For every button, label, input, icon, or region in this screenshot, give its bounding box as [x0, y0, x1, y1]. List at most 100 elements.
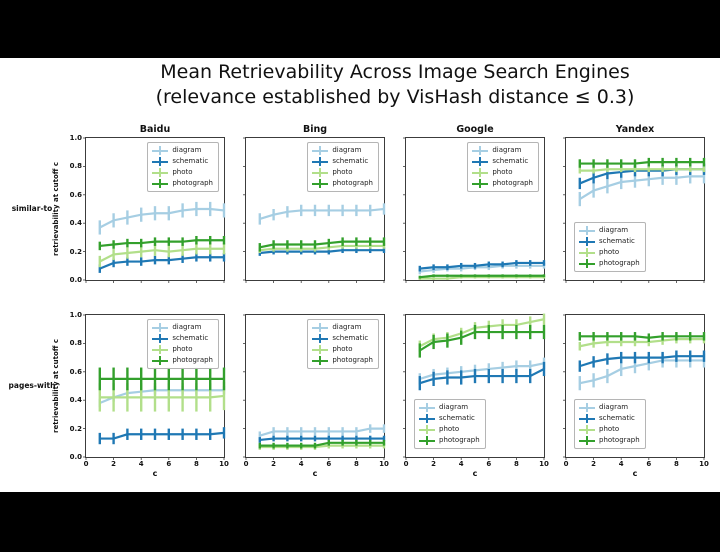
legend: diagram schematic photo photograph	[574, 222, 646, 272]
legend-label: diagram	[332, 323, 362, 331]
axis-ticks	[83, 137, 225, 283]
legend-errorbar-swatch-icon	[152, 334, 169, 343]
figure: Mean Retrievability Across Image Search …	[0, 58, 720, 492]
legend-item-schematic: schematic	[152, 157, 213, 166]
axis-ticks	[403, 137, 545, 283]
plot-area-svg	[243, 314, 386, 460]
legend-item-diagram: diagram	[152, 146, 213, 155]
legend-item-photo: photo	[312, 168, 373, 177]
legend-item-diagram: diagram	[152, 323, 213, 332]
plot-area-svg	[83, 314, 226, 460]
legend-item-photograph: photograph	[579, 259, 640, 268]
row-label-similar-to: similar-to	[11, 204, 53, 213]
legend-label: photograph	[172, 179, 213, 187]
legend-label: photograph	[172, 356, 213, 364]
y-tick-label: 0.4	[69, 396, 82, 405]
y-tick-label: 0.6	[69, 367, 82, 376]
legend-errorbar-swatch-icon	[579, 414, 595, 423]
legend: diagram schematic photo photograph	[147, 319, 219, 369]
plot-area-svg	[563, 314, 706, 460]
series-photograph	[98, 367, 226, 391]
legend-label: diagram	[599, 226, 629, 234]
series-photograph	[258, 237, 386, 252]
x-tick-label: 6	[486, 460, 492, 468]
legend-errorbar-swatch-icon	[419, 425, 435, 434]
axis-ticks	[243, 137, 385, 283]
legend-label: schematic	[172, 157, 209, 165]
legend-item-schematic: schematic	[152, 334, 213, 343]
x-tick-label: 2	[431, 460, 437, 468]
series-photo	[578, 166, 706, 174]
legend-errorbar-swatch-icon	[419, 436, 435, 445]
legend-item-photograph: photograph	[579, 436, 640, 445]
legend-label: photo	[599, 248, 620, 256]
legend-errorbar-swatch-icon	[579, 237, 595, 246]
x-tick-label: 10	[539, 460, 549, 468]
legend-item-schematic: schematic	[312, 157, 373, 166]
subplot-pages-with-baidu: diagram schematic photo photograph 0 2 4 6 8 10 0.…	[70, 311, 229, 468]
x-tick-label: 4	[618, 460, 624, 468]
legend: diagram schematic photo photograph	[307, 142, 379, 192]
x-tick-label: 10	[219, 460, 229, 468]
axis-ticks	[563, 314, 705, 460]
legend-errorbar-swatch-icon	[472, 146, 489, 155]
legend-label: diagram	[439, 403, 469, 411]
x-axis-label: c	[152, 469, 158, 478]
subplot-pages-with-google: diagram schematic photo photograph 0 2 4 6 8 10	[403, 313, 549, 468]
x-tick-label: 2	[271, 460, 277, 468]
plot-area-svg	[563, 137, 706, 283]
legend-item-photograph: photograph	[472, 179, 533, 188]
series-diagram	[578, 169, 706, 207]
legend-item-photo: photo	[312, 345, 373, 354]
series-photograph	[418, 274, 546, 279]
legend-errorbar-swatch-icon	[419, 403, 435, 412]
legend-errorbar-swatch-icon	[312, 345, 329, 354]
legend-errorbar-swatch-icon	[312, 323, 329, 332]
legend-errorbar-swatch-icon	[472, 179, 489, 188]
legend-errorbar-swatch-icon	[312, 179, 329, 188]
legend-errorbar-swatch-icon	[579, 436, 595, 445]
series-photograph	[578, 332, 706, 342]
legend-item-photo: photo	[579, 425, 640, 434]
legend-errorbar-swatch-icon	[152, 168, 169, 177]
series-schematic	[418, 260, 546, 272]
series-schematic	[578, 350, 706, 372]
series-photo	[98, 381, 226, 412]
legend-item-photo: photo	[579, 248, 640, 257]
column-title-baidu: Baidu	[139, 124, 171, 135]
figure-title-line1: Mean Retrievability Across Image Search …	[160, 61, 630, 83]
x-tick-label: 2	[591, 460, 597, 468]
figure-title-line2: (relevance established by VisHash distan…	[155, 86, 635, 108]
series-diagram	[578, 353, 706, 391]
column-title-bing: Bing	[302, 124, 328, 135]
legend-errorbar-swatch-icon	[579, 226, 595, 235]
axis-ticks	[563, 137, 705, 283]
legend-item-diagram: diagram	[579, 226, 640, 235]
series-photo	[98, 243, 226, 268]
legend-item-photograph: photograph	[152, 179, 213, 188]
legend-label: diagram	[172, 146, 202, 154]
legend-label: schematic	[172, 334, 209, 342]
y-tick-label: 0.0	[69, 453, 82, 461]
subplot-similar-to-google: diagram schematic photo photograph	[403, 137, 546, 283]
legend-label: photo	[332, 345, 353, 353]
y-tick-label: 0.0	[69, 276, 82, 284]
legend-item-schematic: schematic	[472, 157, 533, 166]
series-diagram	[98, 201, 226, 235]
plot-area-svg	[403, 137, 546, 283]
y-axis-label-top: retrievability at cutoff c	[52, 161, 60, 257]
series-diagram	[258, 203, 386, 225]
legend-label: diagram	[492, 146, 522, 154]
legend-label: diagram	[332, 146, 362, 154]
y-tick-label: 0.4	[69, 219, 82, 228]
legend-errorbar-swatch-icon	[579, 403, 595, 412]
legend-label: schematic	[439, 414, 475, 422]
y-tick-label: 0.2	[69, 424, 82, 433]
legend-errorbar-swatch-icon	[579, 259, 595, 268]
x-tick-label: 0	[563, 460, 569, 468]
legend-errorbar-swatch-icon	[152, 356, 169, 365]
legend-item-schematic: schematic	[579, 237, 640, 246]
series-diagram	[418, 357, 546, 385]
legend-errorbar-swatch-icon	[419, 414, 435, 423]
y-tick-label: 0.8	[69, 162, 82, 171]
